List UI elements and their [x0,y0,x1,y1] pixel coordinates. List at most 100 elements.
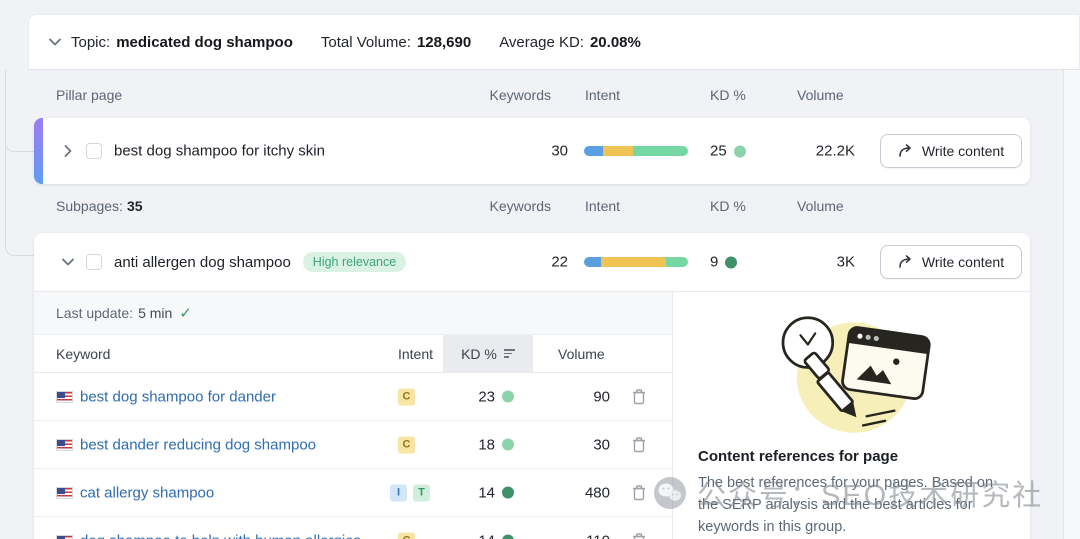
us-flag-icon [56,390,73,403]
column-header-keywords: Keywords [489,198,551,214]
average-kd-value: 20.08% [589,33,641,51]
subpage-volume: 3K [836,253,855,271]
pillar-kd-value: 25 [710,142,727,160]
average-kd-label: Average KD: [499,33,584,51]
keyword-link[interactable]: dog shampoo to help with human allergies [80,532,361,539]
kd-cell: 14 [444,484,514,501]
chevron-down-icon[interactable] [47,34,63,50]
kd-difficulty-dot-icon [502,390,514,403]
column-header-volume: Volume [797,198,844,214]
kd-cell: 18 [444,436,514,453]
delete-keyword-button[interactable] [632,388,646,405]
volume-value: 110 [586,532,610,539]
delete-keyword-button[interactable] [632,436,646,453]
right-edge-panel [1063,70,1080,539]
subpage-intent-bar [584,257,688,267]
intent-badges: I T [390,484,430,501]
column-header-kd: KD % [710,198,746,214]
intent-badge: I [390,484,407,501]
redirect-arrow-icon [899,144,911,157]
content-references-panel: Content references for page The best ref… [672,292,1030,539]
write-content-button[interactable]: Write content [880,245,1022,279]
intent-badge: T [413,484,430,501]
kd-difficulty-dot-icon [733,145,746,157]
topic-value: medicated dog shampoo [116,33,293,51]
keyword-table-panel: Last update: 5 min ✓ Keyword Intent KD %… [34,292,672,539]
subpage-card: anti allergen dog shampoo High relevance… [34,233,1030,539]
write-content-label: Write content [921,254,1005,270]
subpage-checkbox[interactable] [86,254,102,270]
keyword-link[interactable]: best dander reducing dog shampoo [80,436,317,453]
table-row: best dog shampoo for dander C 23 90 [34,373,672,421]
trash-icon [633,532,645,539]
chevron-down-icon[interactable] [60,254,76,270]
write-content-label: Write content [921,143,1005,159]
last-update-bar: Last update: 5 min ✓ [34,292,672,335]
delete-keyword-button[interactable] [632,532,646,539]
subpage-row: anti allergen dog shampoo High relevance… [34,233,1030,292]
kd-value: 18 [478,436,495,453]
pillar-kd-cell: 25 [710,143,746,160]
table-row: best dander reducing dog shampoo C 18 30 [34,421,672,469]
table-row: cat allergy shampoo I T 14 480 [34,469,672,517]
subpage-keywords-count: 22 [551,253,568,271]
intent-segment-informational [584,146,603,156]
intent-segment-transactional [666,257,688,267]
column-header-intent: Intent [585,198,621,214]
pillar-keywords-count: 30 [551,142,568,160]
pillar-page-card: best dog shampoo for itchy skin 30 25 22… [34,118,1030,184]
kd-cell: 14 [444,532,514,539]
intent-badges: C [398,436,415,453]
chevron-right-icon[interactable] [60,143,76,159]
tree-connector-line [5,70,6,244]
keyword-link[interactable]: cat allergy shampoo [80,484,215,501]
column-header-keywords: Keywords [489,87,551,103]
content-references-illustration [781,316,931,433]
header-kd-label: KD % [461,345,497,362]
write-content-button[interactable]: Write content [880,134,1022,168]
header-keyword: Keyword [56,345,111,362]
kd-cell: 23 [444,388,514,405]
table-row: dog shampoo to help with human allergies… [34,517,672,539]
volume-value: 480 [584,484,610,501]
subpage-title-wrap: anti allergen dog shampoo High relevance [114,252,407,272]
pillar-volume: 22.2K [815,142,855,160]
references-description: The best references for your pages. Base… [698,475,994,535]
pillar-section-header: Pillar page Keywords Intent KD % Volume [0,84,1063,108]
pillar-checkbox[interactable] [86,143,102,159]
trash-icon [633,388,645,404]
intent-badge: C [398,436,415,453]
intent-segment-transactional [632,146,688,156]
pillar-accent-bar [34,118,43,184]
us-flag-icon [56,486,73,499]
kd-difficulty-dot-icon [502,534,514,539]
topic-label: Topic: [71,33,111,51]
column-header-volume: Volume [797,87,844,103]
header-intent: Intent [397,345,433,362]
keyword-table-header: Keyword Intent KD % Volume [34,335,672,373]
subpages-section-header: Subpages: 35 Keywords Intent KD % Volume [0,195,1063,219]
kd-difficulty-dot-icon [502,438,514,451]
pillar-title[interactable]: best dog shampoo for itchy skin [114,142,325,160]
header-kd-sort[interactable]: KD % [443,335,533,372]
kd-value: 14 [478,532,495,539]
tree-branch-pillar [5,139,34,152]
intent-badge: C [398,532,415,539]
topic-header-bar: Topic: medicated dog shampoo Total Volum… [28,14,1080,70]
volume-value: 90 [593,388,610,405]
delete-keyword-button[interactable] [632,484,646,501]
subpage-title[interactable]: anti allergen dog shampoo [114,253,291,271]
subpages-section-title: Subpages: 35 [56,198,143,214]
intent-badges: C [398,388,415,405]
subpage-expanded-area: Last update: 5 min ✓ Keyword Intent KD %… [34,292,1030,539]
column-header-kd: KD % [710,87,746,103]
tree-branch-subpage [5,243,34,256]
kd-difficulty-dot-icon [725,256,738,268]
intent-badges: C [398,532,415,539]
sort-descending-icon [503,349,515,358]
last-update-label: Last update: [56,305,134,321]
column-header-intent: Intent [585,87,621,103]
subpages-count: 35 [126,198,143,214]
keyword-link[interactable]: best dog shampoo for dander [80,388,276,405]
